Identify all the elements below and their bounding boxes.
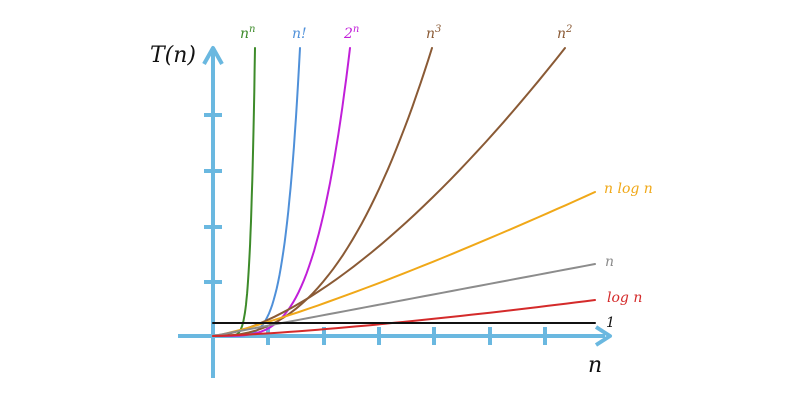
curves [212, 47, 596, 337]
series-label-const: 1 [606, 315, 615, 331]
series-label-sup: 2 [565, 24, 572, 35]
series-label-base: 2 [343, 26, 353, 42]
x-axis-label: n [588, 353, 602, 378]
series-label-log: log n [607, 290, 642, 306]
axes [178, 46, 612, 378]
series-label-base: 1 [606, 315, 615, 331]
y-axis-arrow [202, 46, 224, 65]
x-axis-arrow [594, 325, 612, 347]
series-label-base: n [426, 26, 435, 42]
series-label-exp2: 2n [343, 24, 359, 42]
y-axis-label: T(n) [150, 43, 196, 68]
series-label-base: n [240, 26, 249, 42]
series-label-fact: n! [292, 26, 307, 42]
series-line-nlogn [212, 191, 596, 337]
series-line-nn [212, 47, 256, 337]
series-label-nn: nn [240, 24, 255, 42]
series-line-log [212, 299, 596, 337]
series-label-cube: n3 [426, 24, 441, 42]
series-label-base: n log n [604, 181, 653, 197]
series-line-cube [212, 47, 433, 337]
series-line-exp2 [212, 47, 351, 337]
series-line-square [212, 47, 566, 337]
series-line-fact [212, 47, 301, 337]
series-label-base: log n [607, 290, 642, 306]
series-label-square: n2 [557, 24, 572, 42]
series-label-sup: 3 [435, 24, 441, 35]
series-label-nlogn: n log n [604, 181, 653, 197]
series-label-sup: n [249, 24, 255, 35]
series-label-base: n [557, 26, 566, 42]
series-line-linear [212, 263, 596, 337]
series-label-base: n! [292, 26, 307, 42]
series-label-linear: n [605, 254, 614, 270]
series-label-base: n [605, 254, 614, 270]
series-label-sup: n [353, 24, 359, 35]
